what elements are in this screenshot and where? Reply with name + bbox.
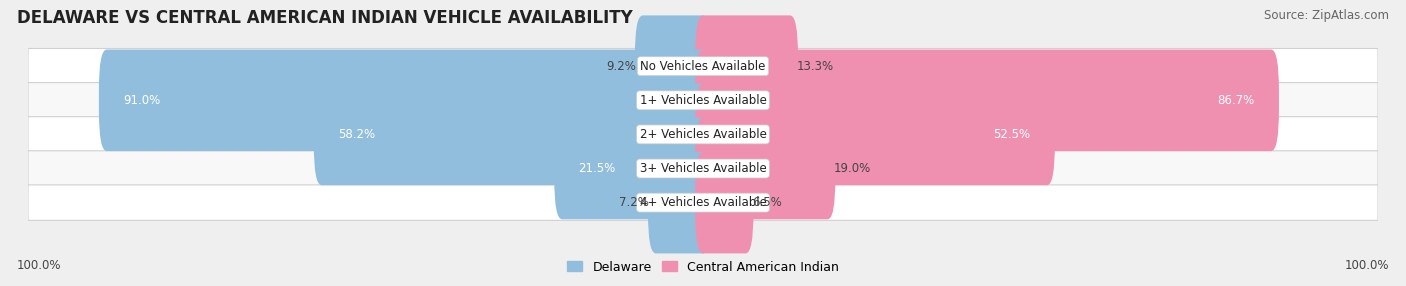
Text: 3+ Vehicles Available: 3+ Vehicles Available [640, 162, 766, 175]
Text: 21.5%: 21.5% [578, 162, 616, 175]
FancyBboxPatch shape [695, 49, 1279, 151]
Text: 86.7%: 86.7% [1218, 94, 1254, 107]
Text: 100.0%: 100.0% [17, 259, 62, 272]
FancyBboxPatch shape [636, 15, 711, 117]
Text: 6.5%: 6.5% [752, 196, 782, 209]
Text: 19.0%: 19.0% [834, 162, 872, 175]
FancyBboxPatch shape [695, 152, 754, 253]
FancyBboxPatch shape [314, 84, 711, 185]
FancyBboxPatch shape [28, 117, 1378, 152]
Text: No Vehicles Available: No Vehicles Available [640, 60, 766, 73]
FancyBboxPatch shape [28, 151, 1378, 186]
Text: 4+ Vehicles Available: 4+ Vehicles Available [640, 196, 766, 209]
Text: 91.0%: 91.0% [124, 94, 160, 107]
Text: 13.3%: 13.3% [797, 60, 834, 73]
Text: 1+ Vehicles Available: 1+ Vehicles Available [640, 94, 766, 107]
FancyBboxPatch shape [648, 152, 711, 253]
FancyBboxPatch shape [28, 83, 1378, 118]
Text: Source: ZipAtlas.com: Source: ZipAtlas.com [1264, 9, 1389, 21]
FancyBboxPatch shape [554, 118, 711, 219]
Text: 2+ Vehicles Available: 2+ Vehicles Available [640, 128, 766, 141]
FancyBboxPatch shape [695, 84, 1054, 185]
FancyBboxPatch shape [28, 185, 1378, 220]
Text: 7.2%: 7.2% [620, 196, 650, 209]
Text: 100.0%: 100.0% [1344, 259, 1389, 272]
FancyBboxPatch shape [28, 49, 1378, 84]
Text: 58.2%: 58.2% [337, 128, 375, 141]
FancyBboxPatch shape [695, 118, 835, 219]
FancyBboxPatch shape [695, 15, 799, 117]
Text: 52.5%: 52.5% [994, 128, 1031, 141]
Text: 9.2%: 9.2% [606, 60, 636, 73]
Text: DELAWARE VS CENTRAL AMERICAN INDIAN VEHICLE AVAILABILITY: DELAWARE VS CENTRAL AMERICAN INDIAN VEHI… [17, 9, 633, 27]
FancyBboxPatch shape [98, 49, 711, 151]
Legend: Delaware, Central American Indian: Delaware, Central American Indian [568, 261, 838, 274]
